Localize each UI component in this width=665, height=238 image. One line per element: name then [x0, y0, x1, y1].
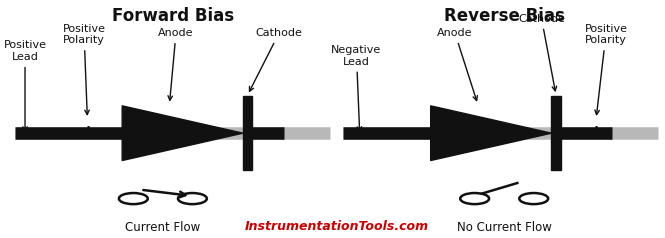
Text: +: + — [589, 123, 604, 141]
Text: InstrumentationTools.com: InstrumentationTools.com — [245, 220, 429, 233]
Polygon shape — [551, 96, 561, 170]
Text: Positive
Polarity: Positive Polarity — [585, 24, 627, 115]
Polygon shape — [243, 96, 252, 170]
Text: Forward Bias: Forward Bias — [112, 7, 234, 25]
Text: No Current Flow: No Current Flow — [457, 221, 552, 234]
Polygon shape — [122, 106, 243, 161]
Text: Cathode: Cathode — [249, 28, 303, 91]
Polygon shape — [431, 106, 551, 161]
Text: Anode: Anode — [437, 28, 477, 100]
Text: −: − — [398, 123, 414, 142]
Text: Negative
Lead: Negative Lead — [331, 45, 382, 131]
Text: −: − — [253, 123, 269, 142]
Text: Current Flow: Current Flow — [125, 221, 200, 234]
Text: Anode: Anode — [158, 28, 194, 100]
Text: +: + — [80, 123, 95, 141]
Text: Positive
Polarity: Positive Polarity — [63, 24, 106, 114]
Text: Cathode: Cathode — [518, 14, 565, 91]
Text: Positive
Lead: Positive Lead — [3, 40, 47, 131]
Text: Reverse Bias: Reverse Bias — [444, 7, 565, 25]
